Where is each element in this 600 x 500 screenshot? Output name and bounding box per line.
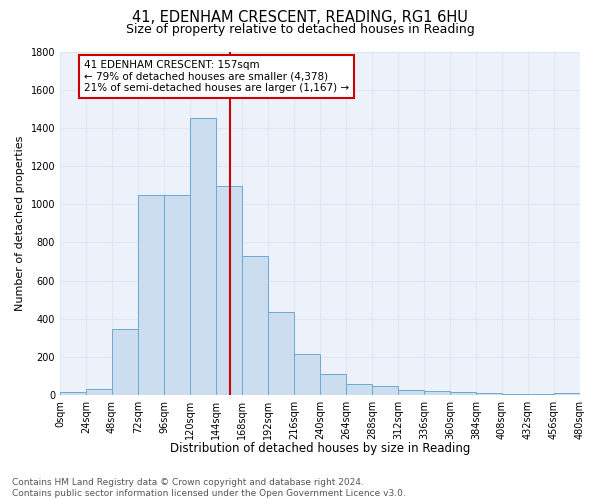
Bar (554, 393, 580, 395)
Bar (216, 186, 242, 395)
Bar (86, 390, 112, 395)
Bar (320, 374, 346, 395)
Bar (268, 312, 294, 395)
Bar (164, 194, 190, 395)
Bar (112, 330, 138, 395)
Bar (138, 194, 164, 395)
Bar (294, 354, 320, 395)
Bar (398, 390, 424, 395)
Y-axis label: Number of detached properties: Number of detached properties (15, 136, 25, 311)
Bar (424, 392, 450, 395)
Bar (528, 394, 554, 395)
Bar (346, 384, 372, 395)
Text: Contains HM Land Registry data © Crown copyright and database right 2024.
Contai: Contains HM Land Registry data © Crown c… (12, 478, 406, 498)
X-axis label: Distribution of detached houses by size in Reading: Distribution of detached houses by size … (170, 442, 470, 455)
Bar (476, 393, 502, 395)
Bar (60, 392, 86, 395)
Text: Size of property relative to detached houses in Reading: Size of property relative to detached ho… (125, 22, 475, 36)
Bar (502, 394, 528, 395)
Bar (190, 118, 216, 395)
Bar (242, 256, 268, 395)
Bar (450, 392, 476, 395)
Text: 41 EDENHAM CRESCENT: 157sqm
← 79% of detached houses are smaller (4,378)
21% of : 41 EDENHAM CRESCENT: 157sqm ← 79% of det… (84, 60, 349, 94)
Text: 41, EDENHAM CRESCENT, READING, RG1 6HU: 41, EDENHAM CRESCENT, READING, RG1 6HU (132, 10, 468, 25)
Bar (372, 386, 398, 395)
